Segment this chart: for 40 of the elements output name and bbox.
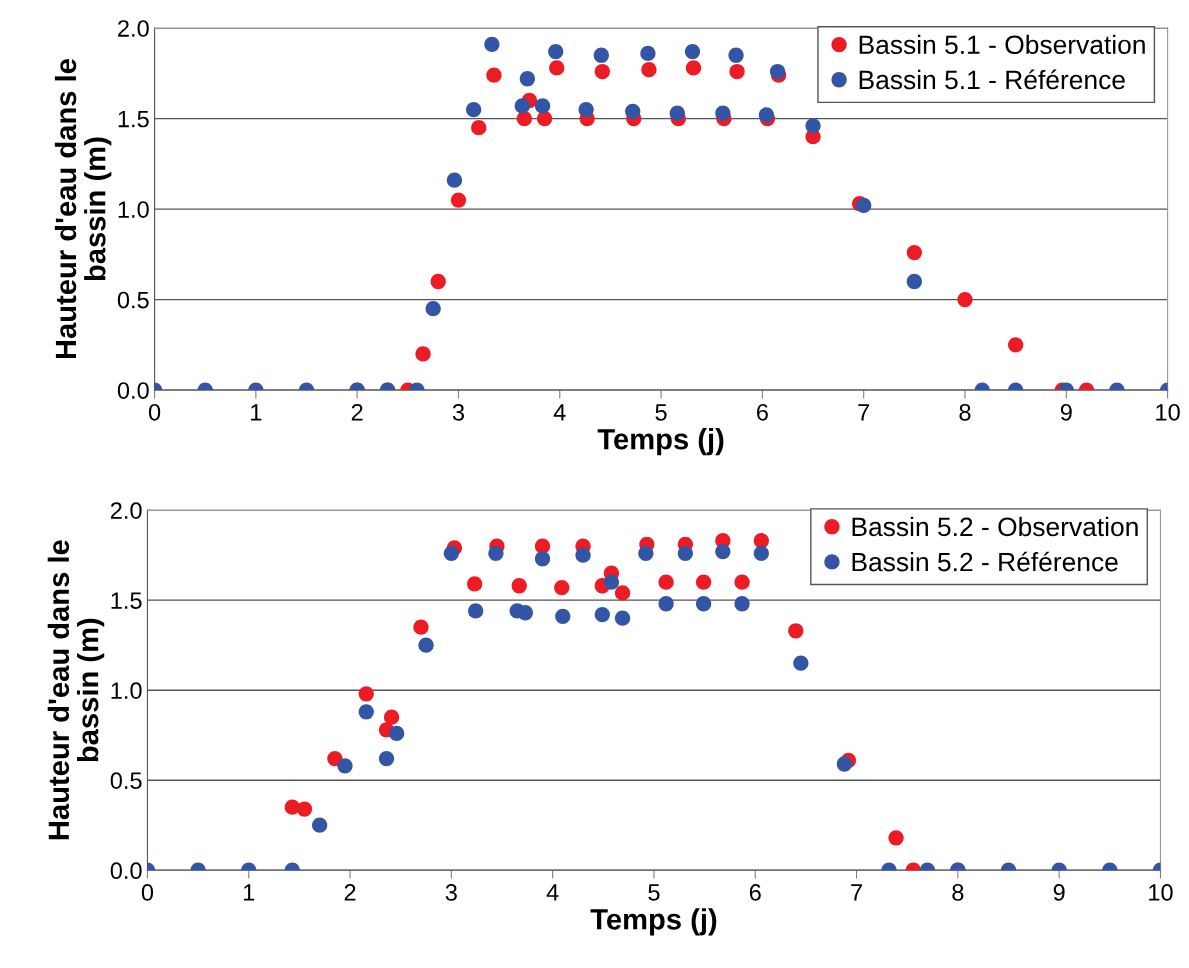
x-axis-title: Temps (j) [590,908,717,936]
y-tick-label: 2.0 [110,502,142,519]
y-tick-label: 2.0 [118,20,149,37]
y-tick-label: 0.0 [117,382,149,399]
x-tick-label: 1 [243,884,255,901]
x-tick-label: 7 [858,404,870,421]
legend-label: Bassin 5.1 - Référence [859,69,1125,90]
x-tick-label: 0 [148,403,161,421]
x-tick-label: 4 [553,404,566,421]
x-tick-label: 10 [1156,403,1180,421]
x-axis-title: Temps (j) [597,428,724,456]
y-tick-label: 0.5 [110,772,142,789]
x-tick-label: 8 [959,403,971,421]
x-tick-label: 5 [655,404,667,421]
x-tick-label: 10 [1149,884,1173,901]
x-tick-label: 3 [445,884,457,901]
x-tick-label: 6 [757,403,768,421]
x-tick-label: 6 [749,884,761,901]
y-axis-title: Hauteur d'eau dans le bassin (m) [47,540,105,840]
x-tick-label: 4 [546,884,559,901]
y-tick-label: 1.5 [111,592,142,609]
y-tick-label: 0.0 [110,862,142,880]
y-tick-label: 1.0 [118,201,149,218]
x-tick-label: 3 [452,403,465,421]
y-axis-title: Hauteur d'eau dans le bassin (m) [54,59,112,359]
x-tick-label: 9 [1060,403,1072,421]
y-tick-label: 1.5 [118,110,149,128]
x-tick-label: 0 [141,884,154,901]
x-tick-label: 9 [1053,884,1065,901]
y-tick-label: 0.5 [117,291,149,309]
legend-label: Bassin 5.2 - Observation [852,516,1138,537]
x-tick-label: 2 [344,884,356,901]
y-tick-label: 1.0 [111,682,142,699]
legend-label: Bassin 5.1 - Observation [859,34,1145,55]
x-tick-label: 2 [351,403,363,421]
x-tick-label: 7 [851,884,862,901]
x-tick-label: 1 [251,404,262,421]
x-tick-label: 8 [952,884,964,901]
x-tick-label: 5 [648,884,660,901]
legend-label: Bassin 5.2 - Référence [852,551,1118,572]
